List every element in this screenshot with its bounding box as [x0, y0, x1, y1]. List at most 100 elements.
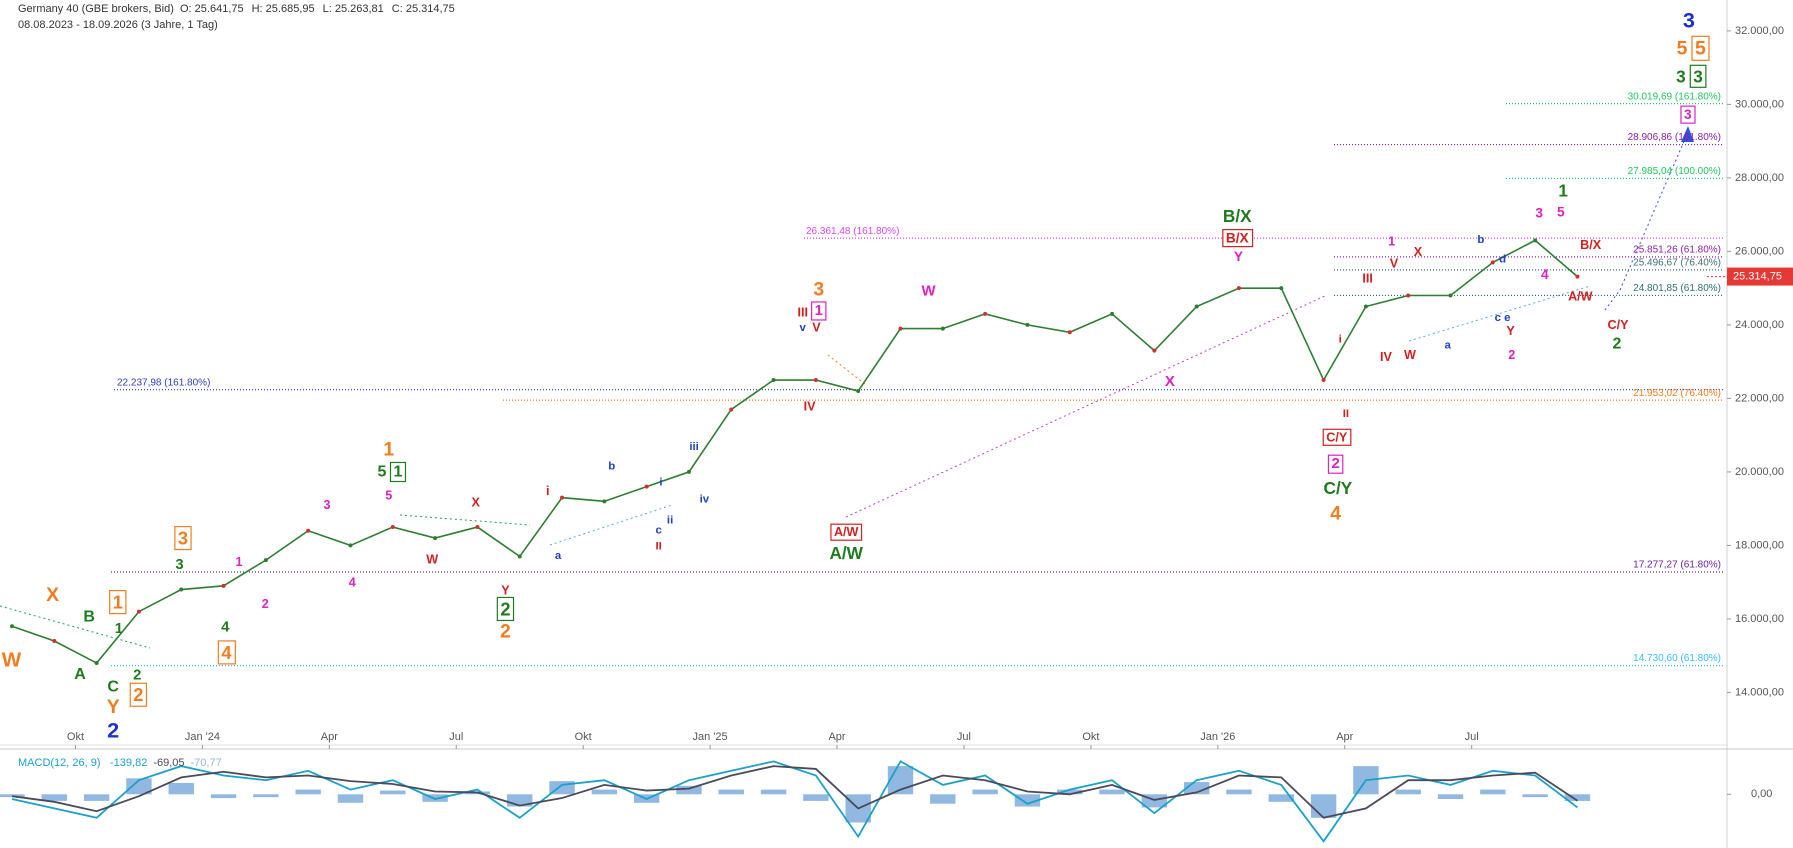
- price-point: [856, 389, 861, 394]
- wave-label: C/Y: [1608, 318, 1630, 332]
- trend-lines: [0, 126, 1694, 649]
- macd-histogram-bar: [972, 789, 998, 795]
- date-range: 08.08.2023 - 18.09.2026 (3 Jahre, 1 Tag): [18, 19, 218, 31]
- macd-histogram-bar: [1268, 794, 1294, 802]
- wave-label: 2: [1508, 348, 1515, 362]
- macd-histogram-bar: [41, 794, 68, 801]
- x-tick-label: Jul: [449, 731, 463, 743]
- wave-label: X: [471, 495, 480, 509]
- chart-title: Germany 40 (GBE brokers, Bid): [18, 3, 174, 15]
- price-point: [771, 378, 776, 383]
- wave-label: X: [1165, 374, 1175, 390]
- wave-label: iv: [700, 494, 710, 506]
- wave-label: b: [1477, 234, 1484, 246]
- wave-label: A/W: [834, 525, 859, 539]
- ohlc-value: C: 25.314,75: [392, 3, 455, 15]
- ohlc-value: L: 25.263,81: [323, 3, 384, 15]
- y-tick-label: 32.000,00: [1735, 25, 1784, 37]
- ohlc-value: H: 25.685,95: [252, 3, 315, 15]
- wave-label: 1: [113, 592, 123, 613]
- price-point: [1025, 322, 1030, 327]
- x-tick-label: Apr: [321, 731, 338, 743]
- wave-label: v: [800, 322, 807, 334]
- wave-label: ii: [667, 514, 673, 526]
- macd-histogram-bar: [760, 789, 787, 795]
- x-tick-label: Jul: [1465, 731, 1479, 743]
- wave-label: B/X: [1223, 206, 1252, 226]
- trend-line: [827, 354, 867, 386]
- macd-histogram-bar: [1310, 794, 1337, 818]
- macd-histogram-bar: [930, 794, 956, 804]
- wave-label: 3: [324, 498, 331, 512]
- wave-label: W: [921, 284, 936, 300]
- price-point: [179, 587, 184, 592]
- wave-label-box: [810, 301, 827, 321]
- price-point: [813, 378, 818, 383]
- x-tick-label: Jan '24: [185, 731, 220, 743]
- macd-histogram-bar: [676, 785, 702, 795]
- fib-label: 25.496,67 (76.40%): [1633, 258, 1721, 269]
- wave-label: 3: [813, 279, 824, 301]
- price-point: [1110, 311, 1115, 316]
- y-tick-label: 30.000,00: [1735, 98, 1784, 110]
- wave-label: a: [1444, 339, 1451, 351]
- macd-histogram-bar: [83, 794, 110, 801]
- price-point: [898, 326, 903, 331]
- wave-label: 4: [221, 620, 230, 636]
- wave-label: 3: [1676, 66, 1686, 86]
- x-tick-label: Jan '26: [1200, 731, 1235, 743]
- price-point: [560, 495, 565, 500]
- wave-label: 4: [349, 576, 356, 590]
- wave-label: 2: [1612, 335, 1621, 352]
- wave-label: II: [655, 541, 661, 553]
- price-point: [1363, 304, 1368, 309]
- wave-label: X: [46, 584, 59, 606]
- wave-label: 2: [500, 598, 510, 619]
- wave-label: i: [659, 477, 662, 489]
- price-point: [94, 661, 99, 666]
- wave-label: B/X: [1226, 231, 1250, 246]
- fib-label: 28.906,86 (161.80%): [1628, 132, 1721, 143]
- wave-label: W: [2, 648, 22, 671]
- price-point: [517, 554, 522, 559]
- y-tick-label: 24.000,00: [1735, 319, 1784, 331]
- macd-tick-label: 0,00: [1751, 788, 1772, 800]
- wave-label: III: [797, 306, 808, 320]
- fib-label: 22.237,98 (161.80%): [117, 377, 210, 388]
- x-tick-label: Apr: [1336, 731, 1353, 743]
- price-point: [306, 528, 311, 533]
- macd-histogram-bar: [1522, 794, 1548, 798]
- fib-label: 21.953,02 (76.40%): [1633, 388, 1721, 399]
- macd-histogram-bar: [1564, 794, 1591, 801]
- macd-current: -69,05: [153, 757, 184, 769]
- projection-arrow: [1681, 126, 1694, 142]
- price-point: [1406, 293, 1411, 298]
- fib-label: 25.851,26 (61.80%): [1633, 245, 1721, 256]
- y-tick-label: 22.000,00: [1735, 392, 1784, 404]
- wave-label: 2: [133, 668, 141, 684]
- trend-line: [399, 514, 531, 526]
- wave-label: C: [107, 678, 119, 695]
- price-point: [348, 543, 353, 548]
- wave-label: C/Y: [1326, 430, 1348, 444]
- wave-label: 5: [385, 489, 392, 503]
- wave-label: 1: [383, 439, 394, 461]
- macd-histogram-bar: [126, 778, 152, 795]
- wave-label: II: [1343, 408, 1349, 420]
- wave-label: 4: [1541, 267, 1549, 282]
- wave-label: c e: [1495, 312, 1511, 324]
- wave-label: 5: [1677, 37, 1688, 59]
- price-point: [1448, 293, 1453, 298]
- wave-label: 1: [815, 303, 823, 319]
- price-point: [1067, 330, 1072, 335]
- wave-label: 2: [1331, 456, 1339, 472]
- price-point: [475, 525, 480, 530]
- wave-label: 2: [133, 684, 143, 705]
- price-point: [1279, 286, 1284, 291]
- macd-histogram-bar: [1437, 794, 1464, 799]
- wave-label: B/X: [1580, 238, 1602, 252]
- wave-label: A/W: [829, 543, 863, 563]
- wave-label: 3: [1684, 107, 1692, 122]
- price-point: [1194, 304, 1199, 309]
- wave-label: 5: [1695, 37, 1706, 59]
